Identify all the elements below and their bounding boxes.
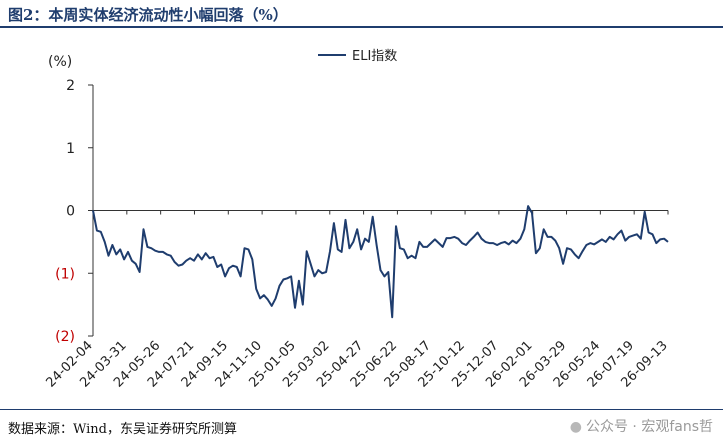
watermark-text: 公众号 · 宏观fans哲 [585,419,713,435]
y-tick-label: (2) [55,329,75,345]
legend: ELI指数 [318,49,397,64]
line-chart: ELI指数 (%) 2 1 0 (1) (2) 24-02-0424-03-3124-0… [43,49,671,391]
x-axis: 24-02-0424-03-3124-05-2624-07-2124-09-15… [43,210,671,391]
figure-title-bar: 图2：本周实体经济流动性小幅回落（%） [0,0,723,28]
figure-footer: 数据来源：Wind，东吴证券研究所测算 ● 公众号 · 宏观fans哲 [0,409,723,446]
y-tick-label: 0 [66,204,75,220]
y-tick-label: (1) [55,266,75,282]
y-tick-label: 2 [66,78,75,94]
figure-title: 图2：本周实体经济流动性小幅回落（%） [8,6,288,24]
y-tick-label: 1 [66,141,75,157]
watermark: ● 公众号 · 宏观fans哲 [570,416,713,436]
series-line-eli [92,205,669,319]
legend-label-eli: ELI指数 [352,49,397,64]
source-note: 数据来源：Wind，东吴证券研究所测算 [8,422,237,437]
wechat-icon: ● [569,419,582,435]
y-axis: 2 1 0 (1) (2) [55,78,93,345]
y-axis-unit-label: (%) [48,54,72,70]
